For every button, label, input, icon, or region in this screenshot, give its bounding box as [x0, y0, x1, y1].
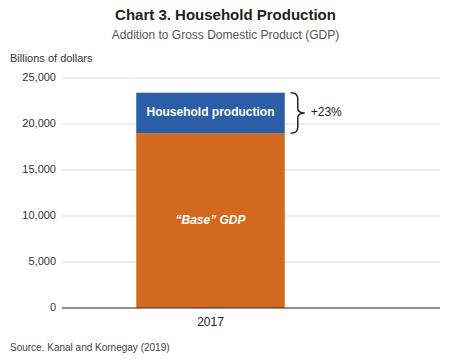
source: Source. Kanal and Kornegay (2019) — [10, 342, 170, 353]
title: Chart 3. Household Production — [115, 6, 336, 23]
chart-container: Chart 3. Household Production Addition to… — [0, 0, 451, 359]
y-tick-label: 20,000 — [22, 117, 56, 129]
labels: “Base” GDP Household production +23% — [147, 93, 343, 227]
annotation: +23% — [311, 105, 342, 119]
y-tick-label: 5,000 — [28, 255, 56, 267]
grid-line — [62, 308, 440, 309]
x-tick-label: 2017 — [197, 315, 224, 329]
x-axis-line — [62, 308, 440, 309]
bars — [136, 93, 285, 308]
y-tick-label: 0 — [50, 301, 56, 313]
y-tick-label: 15,000 — [22, 163, 56, 175]
grid-line — [62, 78, 440, 79]
y-tick-label: 25,000 — [22, 71, 56, 83]
y-axis-label: Billions of dollars — [10, 52, 93, 64]
bar — [136, 133, 285, 308]
bar — [136, 93, 285, 133]
bar-label: Household production — [147, 105, 275, 119]
chart: Chart 3. Household Production Addition to… — [0, 0, 451, 359]
subtitle: Addition to Gross Domestic Product (GDP) — [112, 28, 339, 42]
y-tick-label: 10,000 — [22, 209, 56, 221]
bar-label: “Base” GDP — [175, 213, 246, 227]
brace — [291, 93, 305, 133]
